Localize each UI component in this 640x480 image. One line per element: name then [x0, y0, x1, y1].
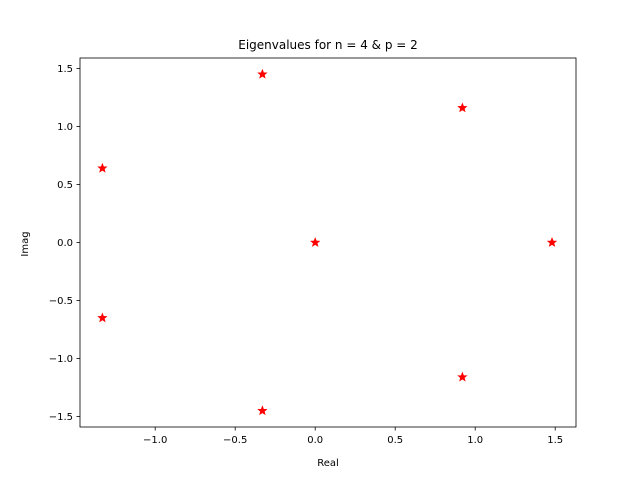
chart-title: Eigenvalues for n = 4 & p = 2	[238, 38, 418, 52]
y-tick-label: 1.0	[57, 122, 73, 133]
data-point-star	[97, 312, 108, 323]
data-point-star	[546, 237, 558, 247]
x-tick-label: 1.0	[467, 435, 483, 446]
x-axis-label: Real	[317, 458, 339, 469]
x-tick-label: −1.0	[143, 435, 167, 446]
data-point-star	[457, 371, 468, 382]
y-tick-label: −1.0	[49, 354, 73, 365]
y-tick-label: −0.5	[49, 296, 73, 307]
data-point-star	[257, 68, 268, 79]
data-point-star	[310, 237, 321, 247]
data-point-star	[457, 102, 468, 113]
x-tick-label: 0.5	[387, 435, 403, 446]
plot-area: −1.0 −0.5 0.0 0.5 1.0 1.5 −1.5 −1.0 −0.5 0.0 0.5 1.…	[49, 57, 577, 446]
y-tick-label: 0.0	[57, 238, 73, 249]
x-tick-label: 1.5	[547, 435, 563, 446]
x-tick-label: −0.5	[223, 435, 247, 446]
y-tick-label: −1.5	[49, 412, 73, 423]
x-tick-label: 0.0	[307, 435, 323, 446]
y-axis-label: Imag	[20, 231, 31, 256]
data-point-star	[257, 405, 268, 416]
data-point-star	[97, 162, 108, 173]
y-tick-label: 1.5	[57, 64, 73, 75]
y-tick-label: 0.5	[57, 180, 73, 191]
